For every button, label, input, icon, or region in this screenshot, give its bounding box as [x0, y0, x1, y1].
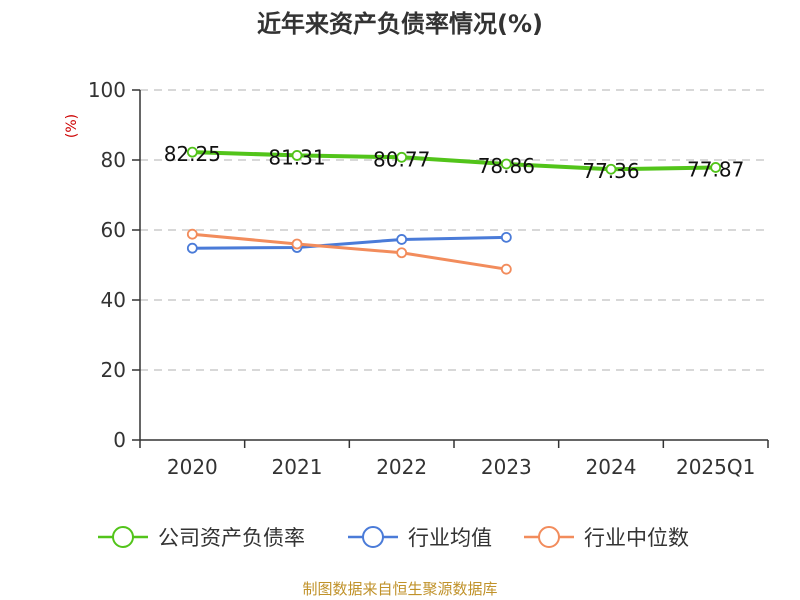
- legend-marker: [112, 526, 134, 548]
- data-label: 81.31: [268, 145, 325, 169]
- data-label: 78.86: [478, 154, 535, 178]
- legend-label: 公司资产负债率: [158, 526, 305, 550]
- data-label: 77.36: [582, 159, 639, 183]
- x-tick-label: 2024: [586, 455, 637, 479]
- data-point: [186, 228, 198, 240]
- y-tick-label: 20: [101, 358, 126, 382]
- data-label: 77.87: [687, 157, 744, 181]
- series-line: [190, 150, 718, 172]
- data-point: [291, 238, 303, 250]
- chart-title: 近年来资产负债率情况(%): [257, 10, 543, 38]
- source-note: 制图数据来自恒生聚源数据库: [302, 580, 497, 598]
- x-tick-label: 2020: [167, 455, 218, 479]
- legend-marker: [538, 526, 560, 548]
- data-point: [396, 151, 408, 163]
- legend-marker: [362, 526, 384, 548]
- y-axis-unit-label: (%): [64, 114, 80, 138]
- axes: 0 20 40 60 80 100 2020 2021 2022 2023 2024 2025Q1: [88, 78, 769, 479]
- x-tick-label: 2023: [481, 455, 532, 479]
- data-label: 80.77: [373, 147, 430, 171]
- data-point: [396, 234, 408, 245]
- gridlines: [140, 89, 768, 371]
- series-line: [190, 235, 508, 250]
- series-lines: [186, 146, 722, 275]
- data-point: [500, 158, 512, 170]
- data-point: [605, 163, 617, 175]
- data-point: [291, 150, 303, 161]
- x-tick-label: 2025Q1: [676, 455, 755, 479]
- legend-label: 行业中位数: [584, 526, 689, 550]
- data-point: [500, 231, 512, 243]
- y-tick-label: 100: [88, 78, 126, 102]
- data-point: [500, 263, 512, 275]
- y-tick-label: 60: [101, 218, 126, 242]
- legend-label: 行业均值: [408, 526, 492, 550]
- legend: 公司资产负债率 行业均值 行业中位数: [98, 526, 689, 550]
- y-tick-label: 0: [113, 428, 126, 452]
- y-tick-label: 80: [101, 148, 126, 172]
- data-point: [186, 146, 198, 158]
- data-label: 82.25: [164, 142, 221, 166]
- series-line: [190, 232, 508, 271]
- x-tick-label: 2022: [376, 455, 427, 479]
- data-labels: 82.25 81.31 80.77 78.86 77.36 77.87: [164, 142, 745, 183]
- y-tick-label: 40: [101, 288, 126, 312]
- data-point: [396, 247, 408, 259]
- x-tick-label: 2021: [272, 455, 323, 479]
- data-point: [710, 162, 722, 173]
- data-point: [186, 242, 198, 254]
